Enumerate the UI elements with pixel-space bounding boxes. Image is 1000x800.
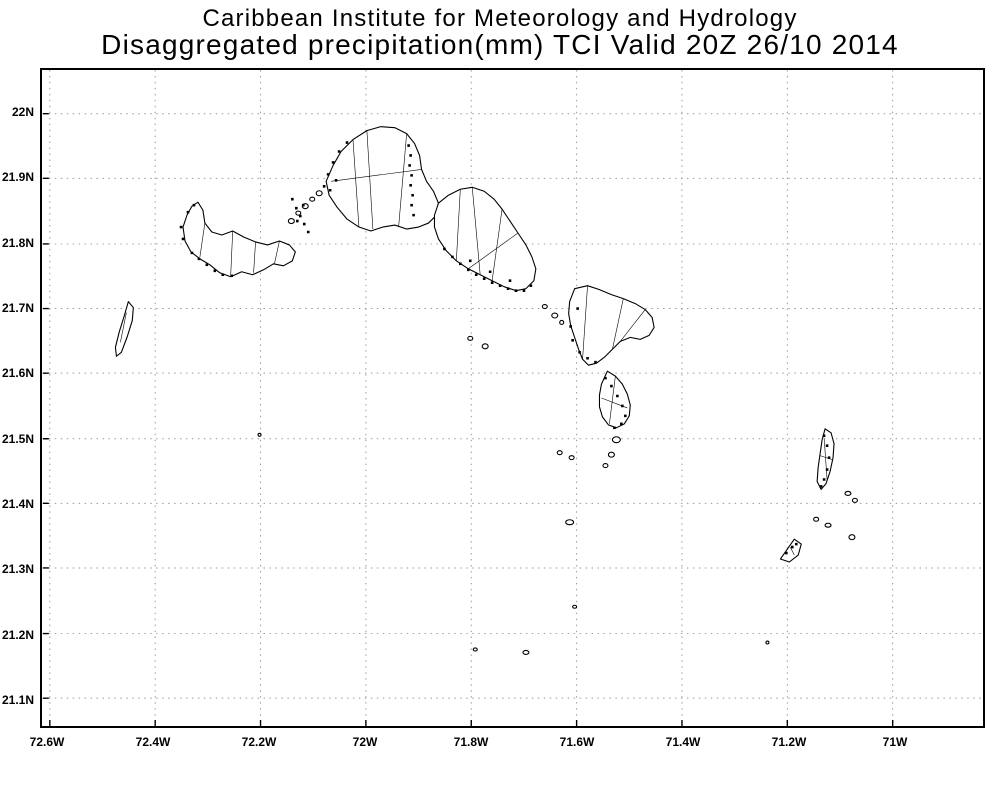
- island-middle-caicos: [433, 186, 537, 292]
- island-salt-cay: [779, 538, 802, 563]
- cay: [522, 649, 530, 655]
- x-tick-label: 72W: [352, 735, 378, 749]
- y-tick-label: 22N: [11, 105, 34, 119]
- coastal-stipple-marks: [179, 141, 831, 555]
- turks-bank-cays: [765, 490, 858, 645]
- coastline-west-caicos: [114, 301, 134, 357]
- cay: [551, 312, 559, 319]
- x-tick-label: 71.2W: [771, 735, 807, 749]
- x-tick-label: 71.6W: [559, 735, 595, 749]
- y-tick-label: 21.4N: [1, 497, 34, 511]
- island-grand-turk: [816, 428, 835, 490]
- vertical-grid: [49, 70, 894, 726]
- cay: [765, 640, 770, 645]
- map-title: Disaggregated precipitation(mm) TCI Vali…: [101, 29, 899, 60]
- coastline-providenciales: [182, 201, 296, 278]
- cay: [607, 451, 615, 458]
- boundaries-salt-cay: [790, 546, 795, 556]
- boundaries-north-caicos: [331, 130, 422, 230]
- cay: [602, 463, 609, 469]
- island-south-caicos: [556, 370, 631, 469]
- latitude-grid-lines: [42, 70, 983, 726]
- cay: [556, 450, 563, 456]
- cay-chain-northeast-of-providenciales: [287, 190, 323, 225]
- cay: [813, 516, 820, 522]
- coastline-north-caicos: [325, 126, 439, 232]
- stipple-dots: [179, 141, 831, 555]
- cay: [844, 490, 852, 496]
- y-tick-label: 21.9N: [1, 170, 34, 184]
- y-tick-label: 21.6N: [1, 366, 34, 380]
- institute-title: Caribbean Institute for Meteorology and …: [202, 5, 798, 32]
- cay: [559, 319, 565, 325]
- cay: [472, 647, 478, 652]
- boundaries-east-caicos: [582, 285, 646, 360]
- cay: [611, 436, 621, 444]
- boundaries-grand-turk: [820, 437, 833, 480]
- island-providenciales: [182, 201, 296, 278]
- y-tick-label: 21.1N: [1, 693, 34, 707]
- coastline-south-caicos: [598, 370, 631, 429]
- coastline-salt-cay: [779, 538, 802, 563]
- coastlines: [114, 126, 858, 655]
- bottom-tick-marks: [49, 720, 894, 726]
- map-svg: [42, 70, 983, 726]
- cay: [848, 534, 856, 541]
- y-tick-label: 21.7N: [1, 301, 34, 315]
- left-tick-marks: [42, 113, 49, 699]
- horizontal-grid: [42, 113, 983, 699]
- boundaries-west-caicos: [120, 312, 127, 343]
- cay: [309, 196, 316, 202]
- x-tick-label: 72.4W: [135, 735, 171, 749]
- y-tick-label: 21.2N: [1, 628, 34, 642]
- y-tick-label: 21.8N: [1, 236, 34, 250]
- x-tick-label: 71W: [882, 735, 908, 749]
- x-tick-label: 72.6W: [29, 735, 65, 749]
- cay: [315, 190, 323, 197]
- y-tick-label: 21.3N: [1, 562, 34, 576]
- island-north-caicos: [325, 126, 439, 232]
- x-tick-label: 71.8W: [453, 735, 489, 749]
- cay: [287, 218, 295, 225]
- x-tick-label: 71.4W: [665, 735, 701, 749]
- axis-tick-marks: [42, 113, 894, 726]
- cay: [565, 519, 575, 526]
- cay: [568, 455, 575, 461]
- scattered-small-cays: [257, 432, 578, 655]
- cay: [851, 497, 858, 503]
- coastline-middle-caicos: [433, 186, 537, 292]
- cays-between-middle-and-east-caicos: [467, 304, 565, 350]
- cay: [257, 432, 262, 437]
- boundaries-providenciales: [199, 223, 280, 275]
- boundaries-middle-caicos: [456, 187, 519, 281]
- cay: [481, 343, 489, 350]
- cay: [824, 522, 832, 528]
- cay: [572, 604, 578, 609]
- x-tick-label: 72.2W: [241, 735, 277, 749]
- island-west-caicos: [114, 301, 134, 357]
- map-plot-area: [40, 68, 985, 728]
- coastline-east-caicos: [568, 285, 655, 366]
- y-tick-label: 21.5N: [1, 432, 34, 446]
- cay: [295, 210, 302, 216]
- cay: [541, 304, 548, 310]
- cay: [467, 335, 474, 341]
- island-east-caicos: [568, 285, 655, 366]
